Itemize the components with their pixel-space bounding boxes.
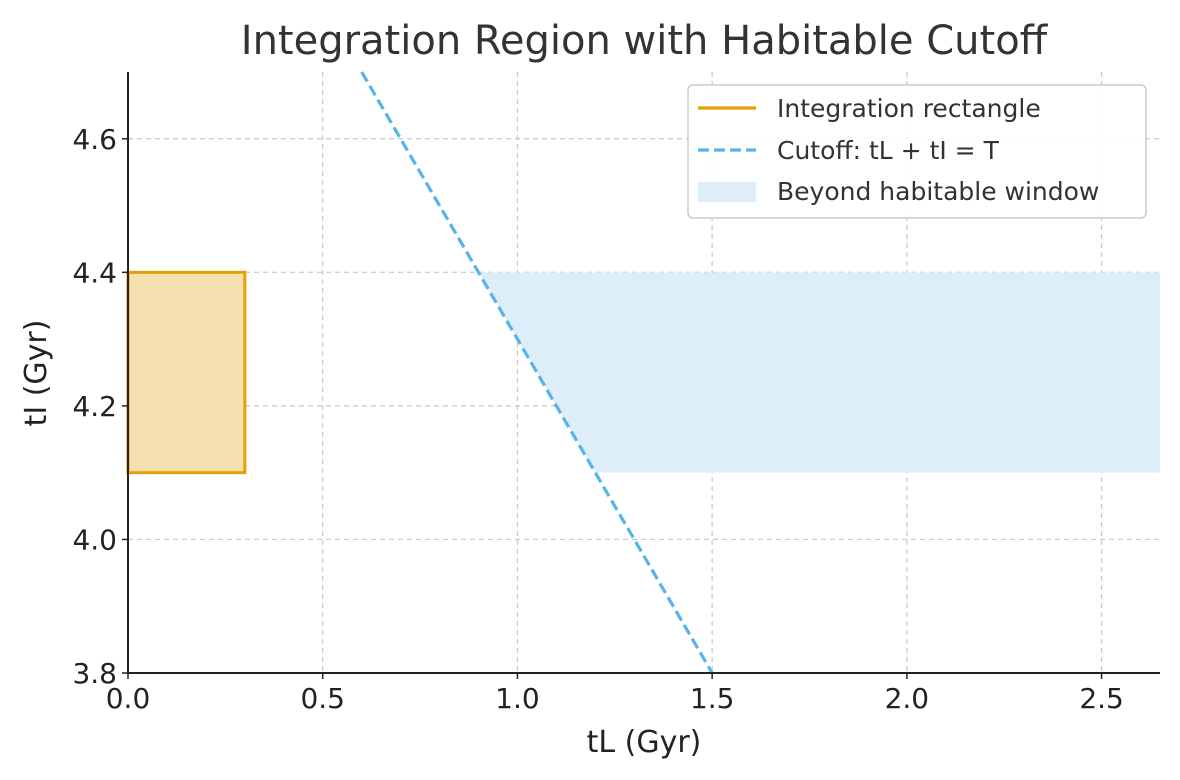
y-tick-label-3: 4.4 [72, 256, 117, 289]
chart-title: Integration Region with Habitable Cutoff [241, 18, 1049, 64]
y-tick-label-0: 3.8 [72, 657, 117, 690]
legend: Integration rectangle Cutoff: tL + tI = … [687, 84, 1147, 219]
legend-label-cutoff: Cutoff: tL + tI = T [777, 136, 1000, 165]
y-tick-label-1: 4.0 [72, 523, 117, 556]
legend-label-integration-rectangle: Integration rectangle [777, 94, 1041, 123]
tick-labels: 0.0 0.5 1.0 1.5 2.0 2.5 3.8 4.0 4.2 4.4 4.6 [72, 123, 1123, 715]
x-tick-label-3: 1.5 [690, 682, 735, 715]
x-axis-label: tL (Gyr) [587, 725, 702, 760]
y-tick-label-2: 4.2 [72, 390, 117, 423]
axes [122, 72, 1160, 679]
legend-box [687, 84, 1147, 219]
x-tick-label-1: 0.5 [300, 682, 345, 715]
integration-rectangle [126, 270, 247, 475]
plot-area [126, 71, 1160, 674]
x-tick-label-2: 1.0 [495, 682, 540, 715]
x-tick-label-5: 2.5 [1079, 682, 1124, 715]
legend-swatch-beyond-window [698, 182, 756, 202]
x-tick-label-4: 2.0 [885, 682, 930, 715]
cutoff-line [360, 71, 714, 674]
legend-label-beyond-window: Beyond habitable window [777, 177, 1099, 206]
beyond-habitable-region [478, 272, 1160, 473]
y-axis-label: tI (Gyr) [19, 320, 54, 427]
x-tick-label-0: 0.0 [106, 682, 151, 715]
y-tick-label-4: 4.6 [72, 123, 117, 156]
